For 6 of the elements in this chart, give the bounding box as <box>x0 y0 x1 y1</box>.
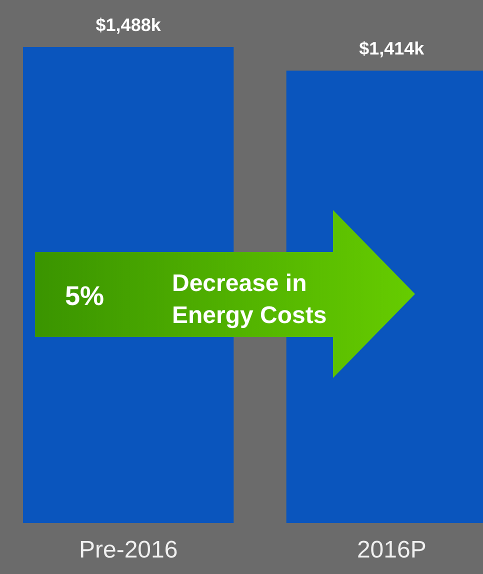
x-tick-label: 2016P <box>356 536 426 564</box>
annotation: 5% <box>65 281 104 311</box>
data-label: $1,414k <box>359 38 426 59</box>
x-tick-label: Pre-2016 <box>78 536 178 564</box>
data-label: $1,488k <box>96 15 162 35</box>
annotation: Decrease in Energy Costs <box>172 270 327 329</box>
